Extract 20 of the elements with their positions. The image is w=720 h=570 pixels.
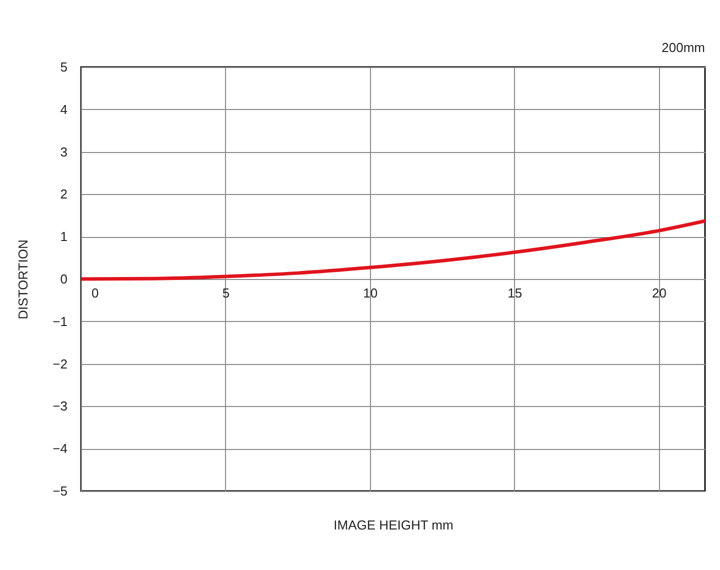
x-axis-title: IMAGE HEIGHT mm bbox=[334, 518, 454, 532]
line-series bbox=[81, 219, 705, 281]
x-tick-label: 10 bbox=[363, 286, 378, 300]
y-tick-label: 1 bbox=[60, 229, 68, 244]
y-tick-label: −3 bbox=[52, 398, 68, 414]
y-tick-label: −4 bbox=[52, 441, 68, 456]
y-tick-label: −1 bbox=[52, 314, 68, 329]
y-tick-label: −2 bbox=[52, 356, 68, 372]
y-tick-label: 2 bbox=[60, 186, 68, 202]
chart-title: 200mm bbox=[662, 40, 705, 55]
y-tick-label: 3 bbox=[60, 144, 68, 160]
y-tick-label: 5 bbox=[60, 60, 68, 74]
y-tick-label: −5 bbox=[52, 484, 68, 498]
x-tick-label: 15 bbox=[508, 286, 522, 300]
y-axis-title: DISTORTION bbox=[16, 240, 31, 320]
y-tick-label: 4 bbox=[60, 102, 68, 117]
x-tick-label: 20 bbox=[652, 286, 667, 300]
x-tick-label: 0 bbox=[92, 286, 99, 300]
y-tick-label: 0 bbox=[60, 272, 68, 286]
x-tick-label: 5 bbox=[222, 286, 230, 300]
